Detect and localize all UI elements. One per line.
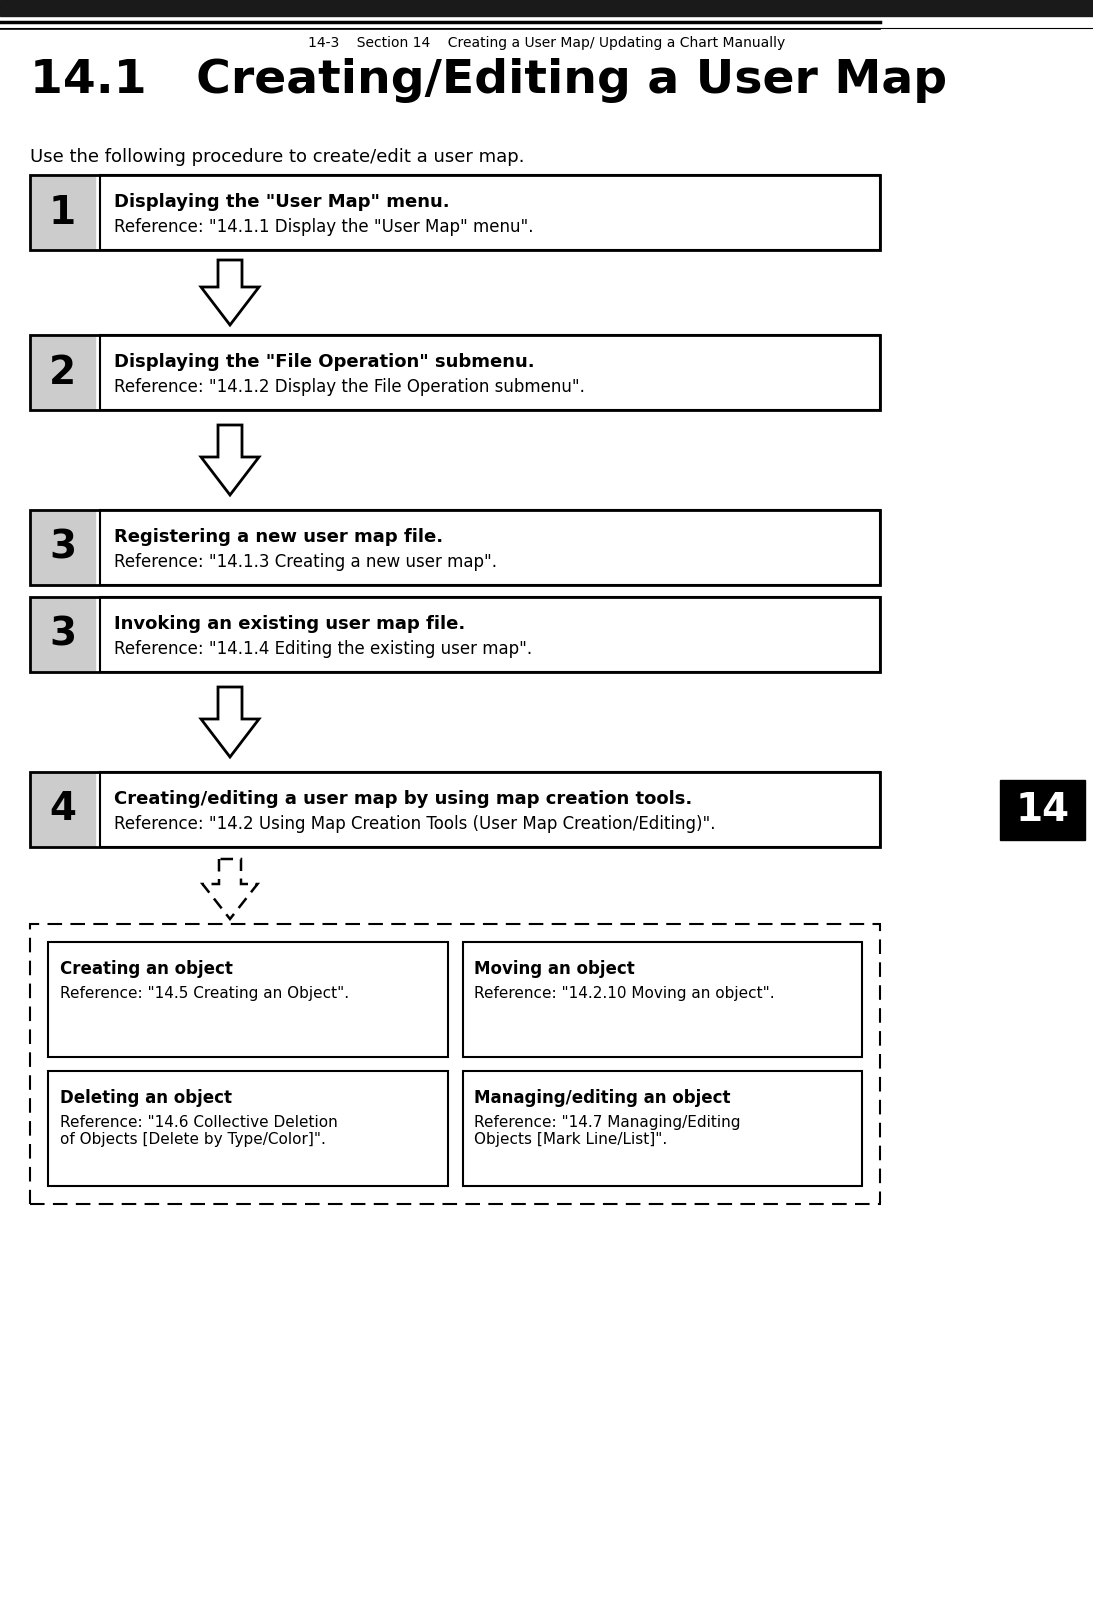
Bar xyxy=(462,942,862,1057)
Bar xyxy=(99,772,880,847)
Text: Creating/editing a user map by using map creation tools.: Creating/editing a user map by using map… xyxy=(114,790,692,808)
Text: Reference: "14.1.3 Creating a new user map".: Reference: "14.1.3 Creating a new user m… xyxy=(114,554,497,572)
Text: Registering a new user map file.: Registering a new user map file. xyxy=(114,528,443,546)
Polygon shape xyxy=(202,860,258,920)
Text: Creating an object: Creating an object xyxy=(60,960,233,978)
Bar xyxy=(30,597,95,672)
Bar xyxy=(30,597,880,672)
Text: Reference: "14.6 Collective Deletion
of Objects [Delete by Type/Color]".: Reference: "14.6 Collective Deletion of … xyxy=(60,1115,338,1148)
Bar xyxy=(99,510,880,584)
Text: 2: 2 xyxy=(49,353,77,392)
Bar xyxy=(30,335,880,410)
Text: 14.1   Creating/Editing a User Map: 14.1 Creating/Editing a User Map xyxy=(30,58,948,104)
Polygon shape xyxy=(201,426,259,495)
Text: Reference: "14.1.2 Display the File Operation submenu".: Reference: "14.1.2 Display the File Oper… xyxy=(114,377,585,397)
Bar xyxy=(30,175,95,249)
Bar xyxy=(30,924,880,1205)
Text: Displaying the "User Map" menu.: Displaying the "User Map" menu. xyxy=(114,193,449,210)
Text: Managing/editing an object: Managing/editing an object xyxy=(474,1090,731,1107)
Bar xyxy=(30,175,880,249)
Bar xyxy=(30,510,95,584)
Bar xyxy=(30,772,95,847)
Polygon shape xyxy=(201,261,259,325)
Bar xyxy=(0,0,1093,16)
Bar xyxy=(48,1072,447,1187)
Bar xyxy=(462,1072,862,1187)
Text: 14: 14 xyxy=(1015,792,1070,829)
Text: 1: 1 xyxy=(49,194,77,232)
Text: Reference: "14.2.10 Moving an object".: Reference: "14.2.10 Moving an object". xyxy=(474,986,775,1001)
Bar xyxy=(30,772,880,847)
Text: 3: 3 xyxy=(49,528,77,567)
Text: Moving an object: Moving an object xyxy=(474,960,635,978)
Text: Reference: "14.1.4 Editing the existing user map".: Reference: "14.1.4 Editing the existing … xyxy=(114,640,532,657)
Text: Reference: "14.2 Using Map Creation Tools (User Map Creation/Editing)".: Reference: "14.2 Using Map Creation Tool… xyxy=(114,814,716,834)
Bar xyxy=(48,942,447,1057)
Bar xyxy=(1000,780,1085,840)
Bar xyxy=(99,335,880,410)
Text: Use the following procedure to create/edit a user map.: Use the following procedure to create/ed… xyxy=(30,147,525,167)
Bar xyxy=(99,597,880,672)
Text: Reference: "14.7 Managing/Editing
Objects [Mark Line/List]".: Reference: "14.7 Managing/Editing Object… xyxy=(474,1115,741,1148)
Text: Invoking an existing user map file.: Invoking an existing user map file. xyxy=(114,615,466,633)
Text: Deleting an object: Deleting an object xyxy=(60,1090,232,1107)
Text: 3: 3 xyxy=(49,615,77,654)
Text: Reference: "14.5 Creating an Object".: Reference: "14.5 Creating an Object". xyxy=(60,986,349,1001)
Text: Displaying the "File Operation" submenu.: Displaying the "File Operation" submenu. xyxy=(114,353,534,371)
Polygon shape xyxy=(201,686,259,758)
Text: Reference: "14.1.1 Display the "User Map" menu".: Reference: "14.1.1 Display the "User Map… xyxy=(114,219,533,236)
Text: 4: 4 xyxy=(49,790,77,829)
Text: 14-3    Section 14    Creating a User Map/ Updating a Chart Manually: 14-3 Section 14 Creating a User Map/ Upd… xyxy=(308,36,785,50)
Bar xyxy=(99,175,880,249)
Bar xyxy=(30,510,880,584)
Bar xyxy=(30,335,95,410)
